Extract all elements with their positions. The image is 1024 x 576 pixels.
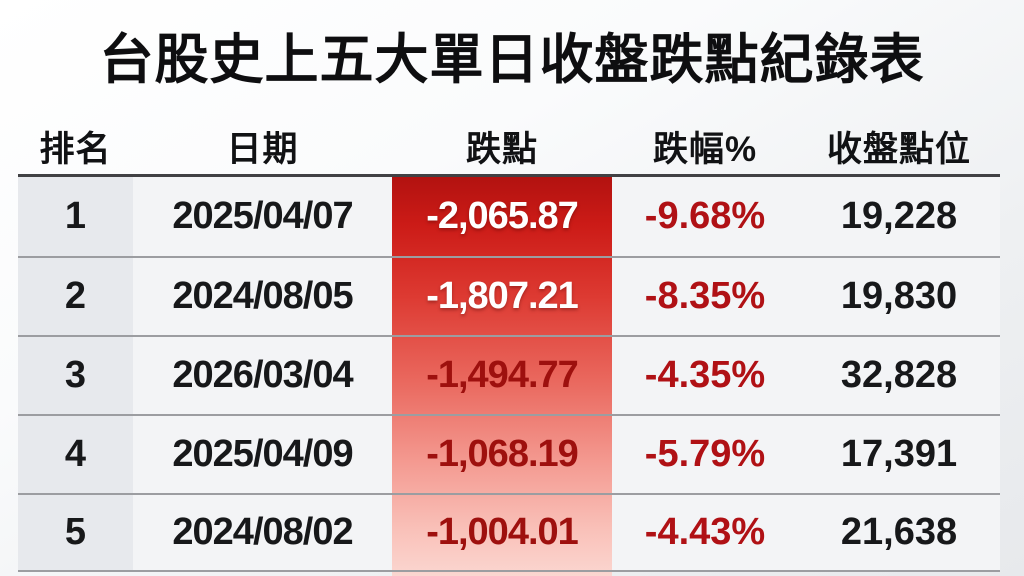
table-row-4: 4 2025/04/09 -1,068.19 -5.79% 17,391 (18, 414, 1000, 493)
drop-column-highlight (392, 177, 612, 576)
cell-date: 2024/08/05 (133, 258, 392, 335)
cell-rank: 2 (18, 258, 133, 335)
column-header-pct: 跌幅% (652, 129, 758, 169)
column-header-close: 收盤點位 (826, 129, 971, 169)
cell-rank: 3 (18, 337, 133, 414)
cell-drop: -1,068.19 (426, 433, 579, 475)
cell-close: 17,391 (798, 416, 1000, 493)
page-title: 台股史上五大單日收盤跌點紀錄表 (99, 30, 925, 90)
cell-drop: -2,065.87 (426, 195, 579, 237)
table-row-2: 2 2024/08/05 -1,807.21 -8.35% 19,830 (18, 256, 1000, 335)
table-header-row: 排名 日期 跌點 跌幅% 收盤點位 (18, 118, 1000, 177)
cell-rank: 5 (18, 495, 133, 570)
cell-date: 2026/03/04 (133, 337, 392, 414)
table-row-3: 3 2026/03/04 -1,494.77 -4.35% 32,828 (18, 335, 1000, 414)
cell-drop-pct: -8.35% (612, 258, 798, 335)
table-row-5: 5 2024/08/02 -1,004.01 -4.43% 21,638 (18, 493, 1000, 572)
cell-drop-pct: -5.79% (612, 416, 798, 493)
column-header-drop: 跌點 (465, 129, 538, 169)
cell-drop-pct: -9.68% (612, 177, 798, 256)
cell-drop: -1,004.01 (426, 511, 579, 553)
cell-date: 2025/04/09 (133, 416, 392, 493)
cell-date: 2024/08/02 (133, 495, 392, 570)
cell-drop-pct: -4.35% (612, 337, 798, 414)
cell-close: 19,830 (798, 258, 1000, 335)
table-body: 1 2025/04/07 -2,065.87 -9.68% 19,228 2 2… (18, 177, 1000, 576)
cell-drop: -1,494.77 (426, 354, 579, 396)
cell-rank: 1 (18, 177, 133, 256)
cell-drop: -1,807.21 (426, 275, 579, 317)
cell-close: 32,828 (798, 337, 1000, 414)
records-table: 排名 日期 跌點 跌幅% 收盤點位 1 2025/04/07 -2,065.87… (18, 118, 1000, 576)
cell-date: 2025/04/07 (133, 177, 392, 256)
table-row-1: 1 2025/04/07 -2,065.87 -9.68% 19,228 (18, 177, 1000, 256)
cell-close: 21,638 (798, 495, 1000, 570)
cell-rank: 4 (18, 416, 133, 493)
column-header-rank: 排名 (39, 129, 112, 169)
cell-close: 19,228 (798, 177, 1000, 256)
column-header-date: 日期 (226, 129, 299, 169)
cell-drop-pct: -4.43% (612, 495, 798, 570)
